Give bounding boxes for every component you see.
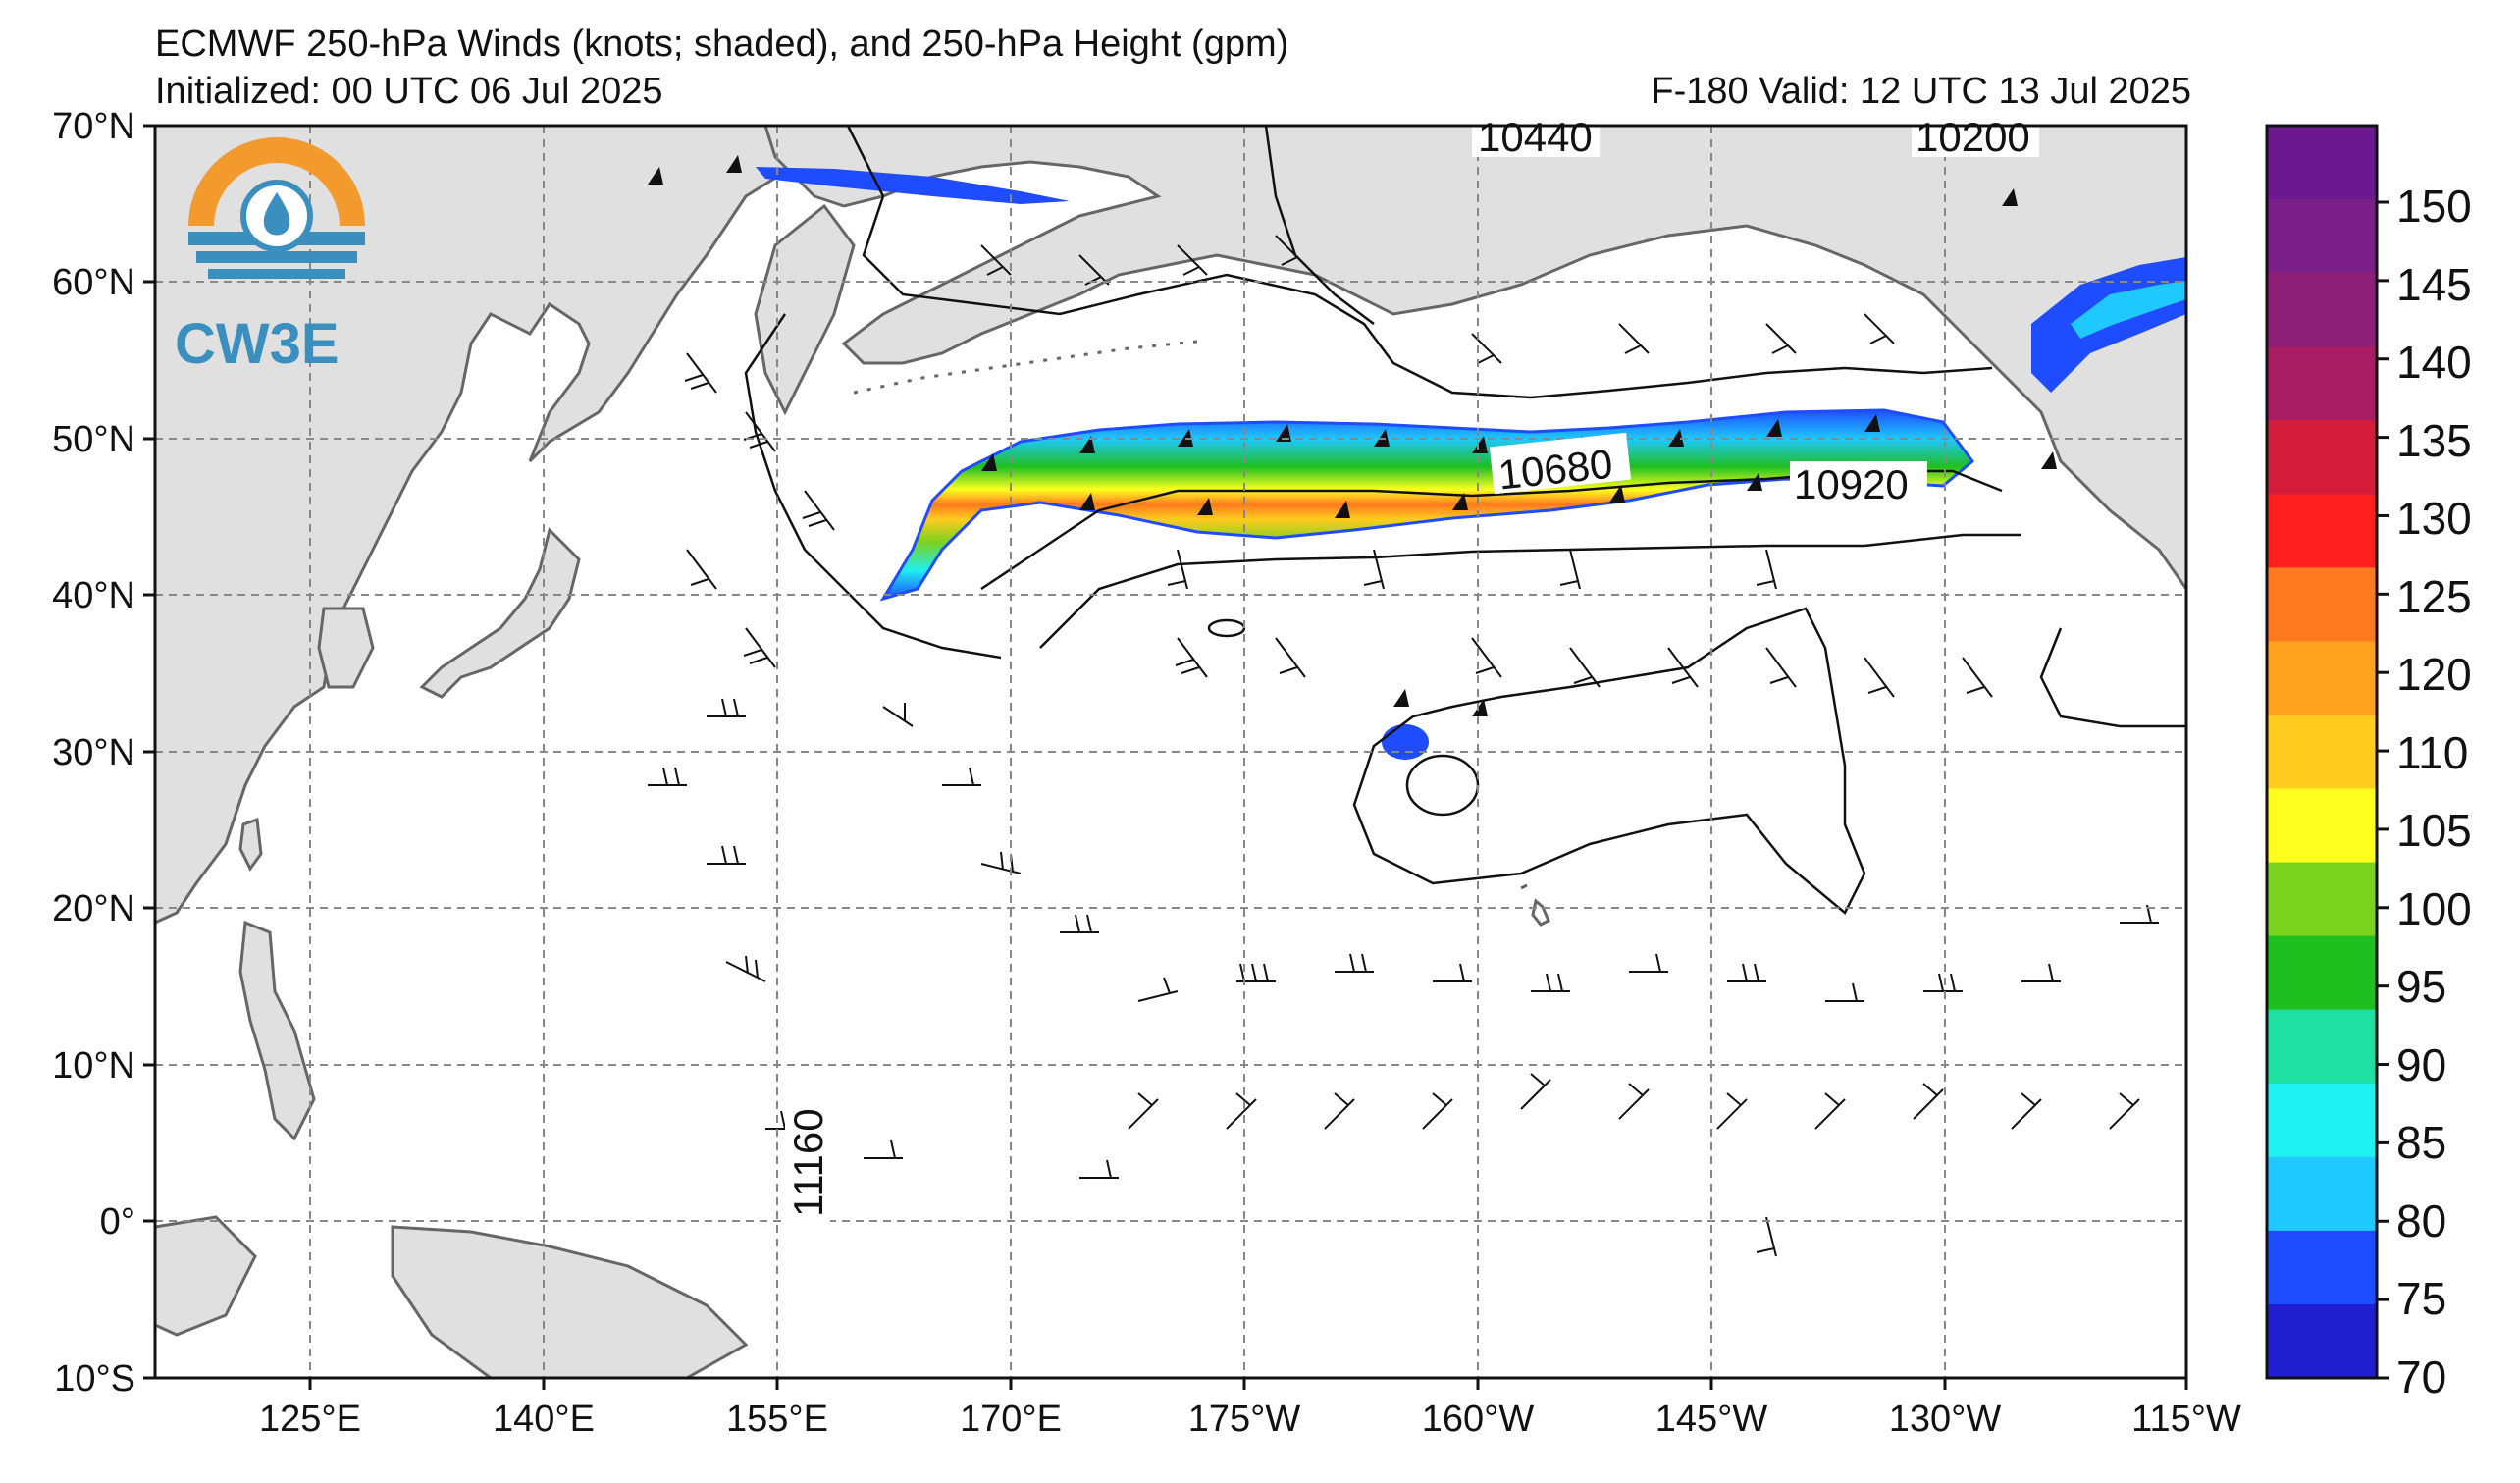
lon-label: 125°E [259,1399,361,1440]
hawaii-islands [1520,883,1550,927]
colorbar-label: 130 [2396,493,2472,544]
lon-labels: 125°E 140°E 155°E 170°E 175°W 160°W 145°… [259,1399,2241,1440]
aleutian-islands [853,340,1198,395]
lon-label: 140°E [493,1399,595,1440]
cw3e-logo: CW3E [175,137,365,376]
taiwan-land [238,817,263,872]
colorbar-segment [2267,1009,2377,1085]
colorbar-segment [2267,935,2377,1011]
contour-label-10200: 10200 [1916,114,2030,160]
colorbar-label: 140 [2396,337,2472,388]
logo-arc [188,137,365,226]
jet-streak-alaska [756,167,1070,204]
colorbar-segment [2267,126,2377,200]
colorbar-segment [2267,1156,2377,1232]
colorbar-segment [2267,788,2377,864]
lon-label: 175°W [1188,1399,1301,1440]
contour-label-10440: 10440 [1478,114,1593,160]
colorbar-segment [2267,199,2377,274]
lat-label: 60°N [52,262,135,303]
colorbar-label: 70 [2396,1351,2446,1403]
chart-title: ECMWF 250-hPa Winds (knots; shaded), and… [155,24,1289,65]
lat-label: 40°N [52,575,135,616]
lat-label: 0° [100,1201,135,1243]
lat-label: 70°N [52,106,135,147]
colorbar-label: 100 [2396,883,2472,934]
map-grid [155,126,2186,1378]
droplet-icon [263,192,290,236]
asia-land [155,126,826,925]
colorbar-segment [2267,1083,2377,1158]
colorbar-label: 120 [2396,649,2472,700]
colorbar-label: 80 [2396,1195,2446,1246]
lon-label: 130°W [1889,1399,2002,1440]
colorbar-label: 85 [2396,1117,2446,1168]
jet-stream-shading [879,408,1975,602]
colorbar-segment [2267,420,2377,495]
lat-label: 20°N [52,888,135,929]
colorbar-label: 110 [2396,727,2468,778]
korea-land [317,607,375,689]
colorbar-label: 95 [2396,961,2446,1012]
lat-label: 10°N [52,1045,135,1086]
lat-label: 30°N [52,732,135,773]
north-america-land [763,126,2186,592]
colorbar-segment [2267,641,2377,715]
indonesia-land [155,1215,257,1337]
colorbar-segment [2267,715,2377,790]
contour-labels: 10440 10200 10680 10920 11160 [785,114,2039,1227]
contour-label-11160: 11160 [785,1108,831,1217]
colorbar-segment [2267,1230,2377,1305]
valid-time: F-180 Valid: 12 UTC 13 Jul 2025 [1651,71,2191,112]
axis-ticks [143,124,2188,1390]
colorbar-label: 150 [2396,181,2472,232]
lon-label: 160°W [1422,1399,1535,1440]
colorbar-label: 75 [2396,1273,2446,1324]
colorbar-label: 90 [2396,1039,2446,1090]
colorbar-segment [2267,1303,2377,1379]
lat-label: 50°N [52,419,135,460]
init-time: Initialized: 00 UTC 06 Jul 2025 [155,71,663,112]
wind-blob [1382,724,1429,760]
lon-label: 145°W [1655,1399,1768,1440]
contour-label-10920: 10920 [1794,461,1909,507]
lon-label: 155°E [726,1399,828,1440]
colorbar-segment [2267,567,2377,642]
colorbar [2265,124,2389,1380]
lat-label: 10°S [54,1358,135,1400]
japan-land [419,527,581,699]
kamchatka-land [754,203,856,416]
colorbar-segment [2267,346,2377,421]
colorbar-label: 125 [2396,571,2472,622]
colorbar-segment [2267,273,2377,347]
jet-streak-bc-inner [2071,281,2186,339]
lon-label: 115°W [2131,1399,2241,1440]
colorbar-label: 105 [2396,805,2472,856]
colorbar-labels: 150 145 140 135 130 125 120 110 105 100 … [2396,181,2472,1403]
logo-text: CW3E [175,312,340,376]
colorbar-segment [2267,494,2377,568]
colorbar-label: 145 [2396,259,2472,310]
new-guinea-land [391,1225,749,1378]
lon-label: 170°E [960,1399,1062,1440]
lat-labels: 70°N 60°N 50°N 40°N 30°N 20°N 10°N 0° 10… [52,106,135,1400]
colorbar-label: 135 [2396,415,2472,466]
colorbar-segment [2267,862,2377,937]
philippines-land [238,920,316,1141]
